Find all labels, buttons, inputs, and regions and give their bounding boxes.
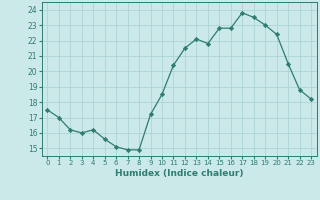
X-axis label: Humidex (Indice chaleur): Humidex (Indice chaleur) — [115, 169, 244, 178]
